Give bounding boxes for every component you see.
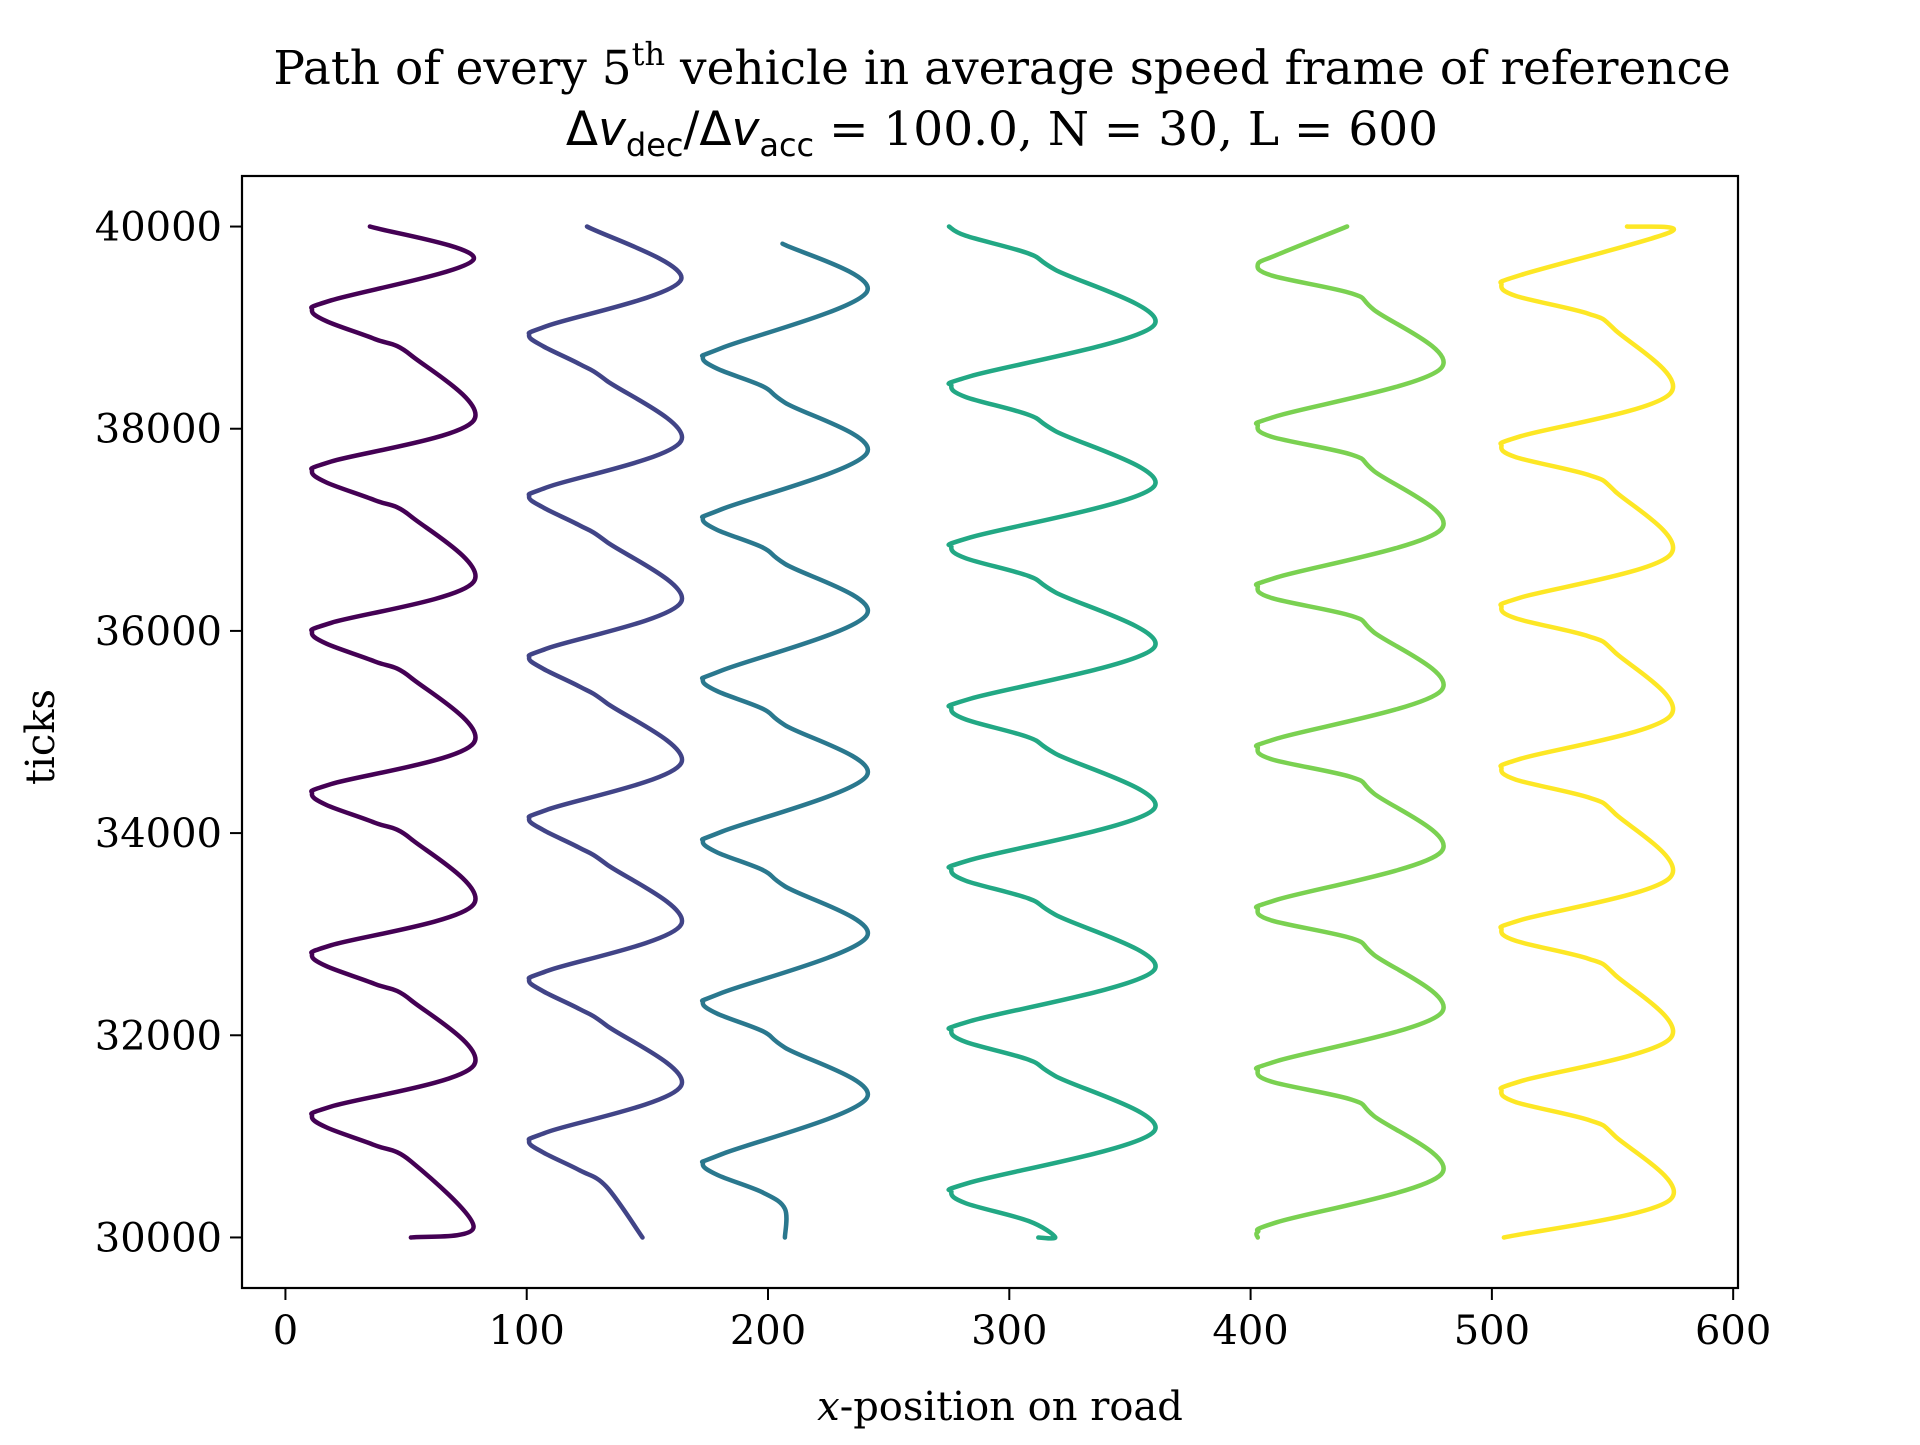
y-tick-label: 36000: [95, 609, 222, 655]
x-tick-label: 100: [489, 1308, 565, 1354]
vehicle-path-line-5: [1253, 224, 1446, 1240]
x-axis-label: x-position on road: [817, 1384, 1183, 1430]
plot-lines-group: [309, 224, 1677, 1241]
plot-area-frame: [240, 174, 1740, 1290]
vehicle-path-line-2: [526, 224, 685, 1240]
x-tick-label: 500: [1454, 1308, 1530, 1354]
y-tick-label: 38000: [95, 407, 222, 453]
y-tick-label: 40000: [95, 205, 222, 251]
y-tick-label: 34000: [95, 811, 222, 857]
axis-ticks-group: 0 100 200 300 400 500 600 30000 32000 34000 36000 3…: [95, 205, 1772, 1354]
vehicle-path-line-3: [699, 241, 870, 1240]
y-tick-label: 30000: [95, 1215, 222, 1261]
x-tick-label: 0: [273, 1308, 298, 1354]
x-tick-label: 200: [730, 1308, 806, 1354]
x-tick-label: 400: [1212, 1308, 1288, 1354]
y-axis-label: ticks: [18, 689, 64, 785]
x-tick-label: 600: [1695, 1308, 1771, 1354]
chart-title-line2: Δvdec/Δvacc = 100.0, N = 30, L = 600: [566, 102, 1438, 164]
chart-title-line1: Path of every 5th vehicle in average spe…: [273, 35, 1730, 96]
vehicle-path-line-4: [946, 224, 1158, 1241]
y-tick-label: 32000: [95, 1013, 222, 1059]
vehicle-path-line-6: [1498, 224, 1677, 1240]
vehicle-path-line-1: [309, 224, 478, 1240]
chart-title-superscript: th: [632, 35, 665, 73]
x-tick-label: 300: [971, 1308, 1047, 1354]
